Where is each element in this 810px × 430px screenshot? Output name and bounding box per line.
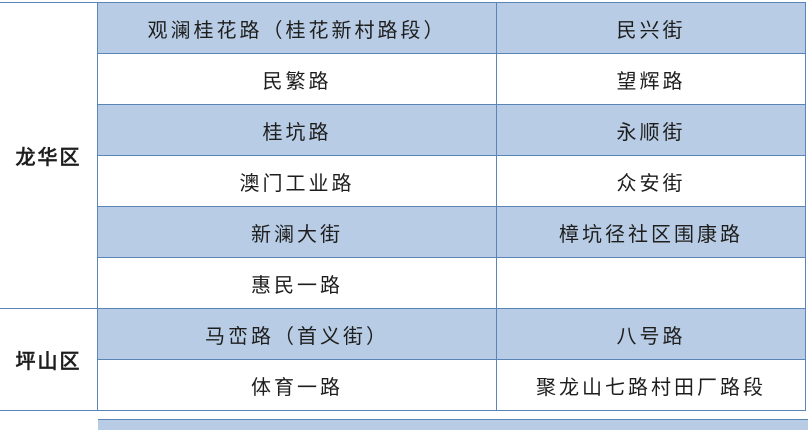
road-cell: 民兴街	[496, 2, 806, 54]
table-row: 龙华区 观澜桂花路（桂花新村路段） 民兴街	[0, 2, 806, 309]
district-cell: 坪山区	[0, 308, 98, 411]
road-cell: 聚龙山七路村田厂路段	[496, 359, 806, 411]
road-table: 龙华区 观澜桂花路（桂花新村路段） 民兴街 民繁路 望辉路 桂坑路 永顺街 澳门…	[0, 2, 806, 411]
road-cell: 民繁路	[97, 53, 497, 105]
road-cell: 八号路	[496, 308, 806, 360]
next-row-partial	[98, 419, 808, 430]
road-cell: 惠民一路	[97, 257, 497, 309]
road-cell: 樟坑径社区围康路	[496, 206, 806, 258]
road-cell: 望辉路	[496, 53, 806, 105]
road-cell: 观澜桂花路（桂花新村路段）	[97, 2, 497, 54]
road-cell: 体育一路	[97, 359, 497, 411]
table-row: 新澜大街 樟坑径社区围康路	[0, 206, 806, 258]
table-row: 澳门工业路 众安街	[0, 155, 806, 207]
road-cell: 马峦路（首义街）	[97, 308, 497, 360]
district-cell: 龙华区	[0, 2, 98, 309]
road-cell: 永顺街	[496, 104, 806, 156]
table-row: 惠民一路	[0, 257, 806, 309]
road-cell	[496, 257, 806, 309]
road-cell: 澳门工业路	[97, 155, 497, 207]
road-cell: 桂坑路	[97, 104, 497, 156]
table-row: 坪山区 马峦路（首义街） 八号路	[0, 308, 806, 411]
table-row: 桂坑路 永顺街	[0, 104, 806, 156]
table-row: 体育一路 聚龙山七路村田厂路段	[0, 359, 806, 411]
road-cell: 众安街	[496, 155, 806, 207]
table-row: 民繁路 望辉路	[0, 53, 806, 105]
road-cell: 新澜大街	[97, 206, 497, 258]
